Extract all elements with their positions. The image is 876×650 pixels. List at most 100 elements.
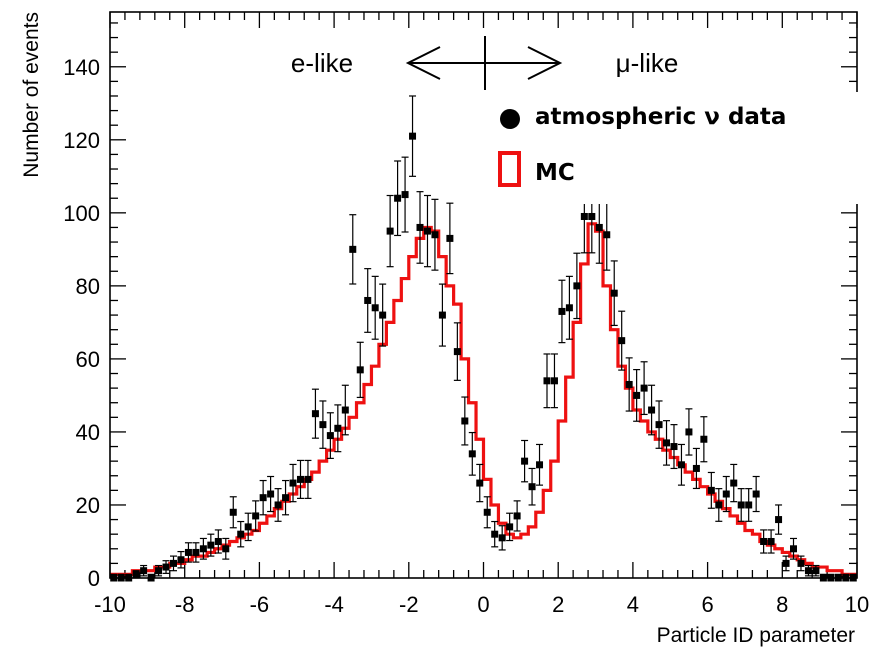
data-point: [349, 214, 357, 285]
x-tick-label: -8: [175, 592, 195, 617]
data-point: [730, 463, 738, 503]
data-point: [311, 388, 319, 439]
data-point: [722, 475, 730, 513]
x-tick-label: -4: [324, 592, 344, 617]
legend-mc-label: MC: [535, 160, 575, 186]
x-tick-label: 4: [627, 592, 639, 617]
data-point: [625, 357, 633, 412]
data-point: [304, 459, 312, 499]
data-point: [558, 279, 566, 344]
data-point: [782, 555, 790, 572]
y-tick-label: 20: [76, 493, 100, 518]
data-point: [244, 512, 252, 542]
data-point: [476, 463, 484, 503]
data-point: [169, 555, 177, 572]
mu-like-annotation: μ-like: [616, 48, 679, 78]
data-point: [379, 283, 387, 347]
data-point: [760, 529, 768, 554]
data-point: [640, 361, 648, 416]
data-point: [468, 431, 476, 476]
data-point: [132, 570, 140, 579]
data-point: [356, 341, 364, 399]
data-point: [155, 564, 163, 577]
data-point: [319, 400, 327, 449]
x-tick-label: -2: [399, 592, 419, 617]
data-point: [341, 384, 349, 436]
data-point: [237, 520, 245, 548]
data-point: [737, 488, 745, 522]
data-point: [707, 471, 715, 509]
data-point: [483, 496, 491, 529]
x-tick-label: 10: [845, 592, 869, 617]
data-point: [207, 533, 215, 557]
data-point: [700, 416, 708, 463]
data-point: [513, 500, 521, 532]
data-point: [289, 463, 297, 503]
y-tick-label: 80: [76, 274, 100, 299]
x-tick-label: 6: [701, 592, 713, 617]
data-point: [184, 542, 192, 563]
x-tick-label: -10: [94, 592, 126, 617]
plot-frame: [109, 11, 858, 579]
data-point: [199, 537, 207, 560]
data-point: [670, 424, 678, 470]
data-point: [685, 408, 693, 456]
axis-ticks: [109, 12, 858, 579]
data-point: [491, 520, 499, 548]
data-point: [371, 275, 379, 340]
data-point: [521, 439, 529, 483]
data-point: [296, 459, 304, 499]
x-tick-label: 8: [776, 592, 788, 617]
data-point: [334, 404, 342, 453]
data-point: [192, 542, 200, 563]
y-tick-label: 140: [63, 55, 100, 80]
data-point: [543, 353, 551, 409]
x-tick-labels: -10 -8 -6 -4 -2 0 2 4 6 8 10: [94, 592, 869, 617]
data-point: [663, 420, 671, 466]
data-point: [267, 475, 275, 513]
x-tick-label: 2: [552, 592, 564, 617]
y-tick-label: 0: [88, 566, 100, 591]
data-point: [446, 202, 454, 275]
data-point: [252, 500, 260, 532]
data-point: [812, 564, 820, 577]
data-point: [222, 537, 230, 560]
data-point: [797, 555, 805, 572]
y-tick-label: 100: [63, 201, 100, 226]
data-point: [536, 443, 544, 486]
data-point: [140, 564, 148, 577]
data-point: [453, 322, 461, 381]
data-point: [790, 537, 798, 560]
data-point: [715, 488, 723, 522]
data-point: [416, 191, 424, 264]
y-tick-label: 40: [76, 420, 100, 445]
data-point: [461, 396, 469, 446]
data-point: [431, 198, 439, 271]
data-point: [550, 353, 558, 409]
data-point: [610, 260, 618, 327]
e-like-annotation: e-like: [291, 48, 353, 78]
data-point: [633, 368, 641, 422]
double-arrow: [405, 36, 563, 90]
data-point: [214, 529, 222, 554]
data-point: [618, 310, 626, 371]
data-point: [364, 268, 372, 333]
data-point: [423, 194, 431, 268]
data-point: [394, 160, 402, 237]
data-point: [677, 443, 685, 486]
data-point: [229, 496, 237, 529]
data-point: [282, 479, 290, 516]
legend-data-label: atmospheric ν data: [535, 104, 786, 130]
data-point: [386, 194, 394, 268]
data-point: [745, 488, 753, 522]
data-point: [506, 512, 514, 542]
data-point: [648, 384, 656, 436]
x-tick-label: 0: [477, 592, 489, 617]
legend-box: [492, 92, 858, 204]
data-point: [752, 475, 760, 513]
x-tick-label: -6: [250, 592, 270, 617]
data-point: [409, 95, 417, 177]
x-axis-label: Particle ID parameter: [657, 624, 855, 647]
data-point: [767, 529, 775, 554]
